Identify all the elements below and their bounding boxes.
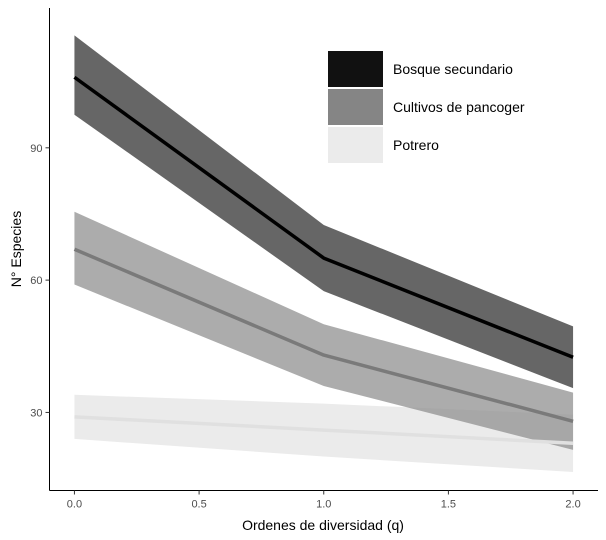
confidence-bands — [74, 35, 574, 472]
x-tick-label: 0.5 — [191, 499, 206, 511]
line-potrero — [74, 415, 574, 446]
x-tick-label: 1.0 — [316, 499, 331, 511]
legend-label-cultivos-de-pancoger: Cultivos de pancoger — [393, 99, 525, 115]
line-cultivos-de-pancoger — [73, 247, 574, 423]
ticks: 0.0 0.5 1.0 1.5 2.0 30 60 90 — [30, 143, 580, 511]
y-tick-label: 30 — [30, 407, 42, 419]
x-axis-title: Ordenes de diversidad (q) — [242, 517, 404, 533]
x-tick-label: 2.0 — [565, 499, 580, 511]
y-tick-label: 60 — [30, 275, 42, 287]
band-bosque-secundario — [74, 35, 574, 389]
band-cultivos-de-pancoger — [74, 211, 574, 450]
y-tick-label: 90 — [30, 143, 42, 155]
legend-swatch-cultivos-de-pancoger — [328, 89, 383, 125]
x-tick-label: 0.0 — [67, 499, 82, 511]
line-bosque-secundario — [73, 75, 574, 359]
legend-label-bosque-secundario: Bosque secundario — [393, 61, 513, 77]
y-axis-title: N° Especies — [8, 211, 24, 287]
legend-label-potrero: Potrero — [393, 137, 439, 153]
legend: Bosque secundario Cultivos de pancoger Pot… — [328, 51, 525, 163]
series-lines — [73, 75, 574, 446]
x-tick-label: 1.5 — [441, 499, 456, 511]
legend-swatch-bosque-secundario — [328, 51, 383, 87]
legend-swatch-potrero — [328, 127, 383, 163]
